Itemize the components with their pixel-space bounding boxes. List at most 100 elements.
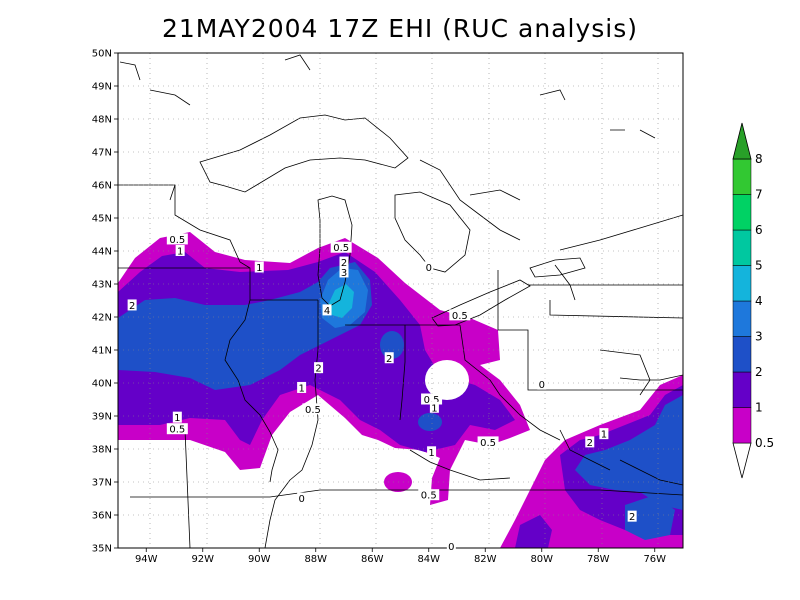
colorbar-label: 1 (755, 401, 763, 415)
lat-label: 44N (92, 247, 112, 258)
contour-label: 0.5 (424, 395, 440, 406)
lat-label: 49N (92, 82, 112, 93)
lat-label: 35N (92, 544, 112, 555)
contour-label-bg (166, 233, 188, 245)
lat-label: 45N (92, 214, 112, 225)
ehi-band-1 (118, 252, 515, 452)
lon-label: 76W (643, 554, 666, 565)
contour-label: 4 (324, 306, 330, 317)
lon-label: 94W (135, 554, 158, 565)
contour-label: 2 (386, 354, 392, 365)
lon-label: 86W (361, 554, 384, 565)
contour-label: 1 (174, 413, 180, 424)
lat-label: 40N (92, 379, 112, 390)
contour-label-bg (339, 256, 349, 268)
contour-label: 0 (448, 542, 454, 553)
contour-label: 1 (256, 263, 262, 274)
contour-label-bg (585, 436, 595, 448)
contour-label: 0 (426, 263, 432, 274)
ehi-band-1-sw (515, 515, 552, 548)
contour-label-bg (424, 261, 434, 273)
lat-label: 46N (92, 181, 112, 192)
contour-label-bg (429, 401, 439, 413)
contour-label-bg (166, 423, 188, 435)
lon-label: 80W (530, 554, 553, 565)
contour-label: 1 (177, 247, 183, 258)
colorbar-segment (732, 194, 752, 231)
ehi-band-2-se2 (625, 495, 675, 540)
contour-label: 2 (587, 438, 593, 449)
contour-label: 2 (341, 258, 347, 269)
contour-label: 0.5 (452, 311, 468, 322)
contour-label-bg (339, 266, 349, 278)
contour-label-bg (330, 241, 352, 253)
lake-erie (431, 279, 531, 327)
colorbar-label: 4 (755, 294, 763, 308)
colorbar-label: 2 (755, 365, 763, 379)
map-frame (117, 52, 684, 549)
lat-label: 47N (92, 148, 112, 159)
colorbar-label: 6 (755, 223, 763, 237)
ehi-band-4 (328, 284, 354, 318)
contour-label: 1 (298, 383, 304, 394)
lat-label: 48N (92, 115, 112, 126)
colorbar-label: 7 (755, 188, 763, 202)
lon-label: 88W (304, 554, 327, 565)
contour-label: 0.5 (305, 405, 321, 416)
contour-label: 1 (601, 430, 607, 441)
colorbar-label: 5 (755, 259, 763, 273)
colorbar-segment (732, 300, 752, 337)
grid-lines (118, 53, 683, 548)
colorbar-segment (732, 265, 752, 302)
lake-superior (199, 114, 409, 193)
contour-label: 1 (428, 448, 434, 459)
contour-label-bg (127, 299, 137, 311)
contour-label: 0.5 (333, 243, 349, 254)
ehi-hole-oh (425, 360, 469, 400)
contour-label: 0.5 (169, 235, 185, 246)
contour-label-bg (537, 378, 547, 390)
contour-label-bg (297, 492, 307, 504)
colorbar-label: 8 (755, 152, 763, 166)
contour-label: 0 (539, 380, 545, 391)
contour-label-bg (446, 540, 456, 552)
ehi-band-2-se (575, 395, 683, 510)
contour-label-bg (175, 245, 185, 256)
colorbar-segment (732, 229, 752, 266)
contour-label-bg (254, 261, 264, 273)
lat-label: 43N (92, 280, 112, 291)
colorbar-segment (732, 371, 752, 408)
lat-label: 50N (92, 49, 112, 60)
latitude-labels: 50N 49N 48N 47N 46N 45N 44N 43N 42N 41N 40N 39N 38N 3… (92, 49, 112, 555)
ehi-spot-2-oh (418, 413, 442, 431)
contour-label-bg (322, 304, 332, 316)
colorbar-segment (732, 336, 752, 373)
map-title: 21MAY2004 17Z EHI (RUC analysis) (162, 14, 638, 43)
contour-label-bg (297, 381, 307, 393)
lake-ontario (529, 257, 586, 278)
contour-label: 2 (129, 301, 135, 312)
contour-label: 0.5 (421, 491, 437, 502)
contour-label: 0.5 (480, 438, 496, 449)
contour-label-bg (384, 352, 394, 364)
lat-label: 38N (92, 445, 112, 456)
contour-label-bg (302, 403, 324, 415)
ehi-filled-contours (118, 232, 683, 548)
geographic-boundaries (118, 54, 683, 548)
lat-label: 41N (92, 346, 112, 357)
state-lines (118, 184, 683, 548)
contour-label: 2 (315, 364, 321, 375)
contour-label-bg (599, 428, 609, 440)
contour-label-bg (427, 446, 437, 458)
tick-marks (114, 52, 656, 552)
colorbar-segment (732, 158, 752, 195)
contour-label: 1 (431, 403, 437, 414)
colorbar: 0.5 1 2 3 4 5 6 7 8 (732, 122, 774, 479)
contour-label-bg (627, 510, 637, 522)
lon-label: 82W (474, 554, 497, 565)
contour-label: 0 (298, 494, 304, 505)
longitude-labels: 94W 92W 90W 88W 86W 84W 82W 80W 78W 76W (135, 554, 666, 565)
contour-label: 0.5 (169, 425, 185, 436)
lon-label: 90W (248, 554, 271, 565)
